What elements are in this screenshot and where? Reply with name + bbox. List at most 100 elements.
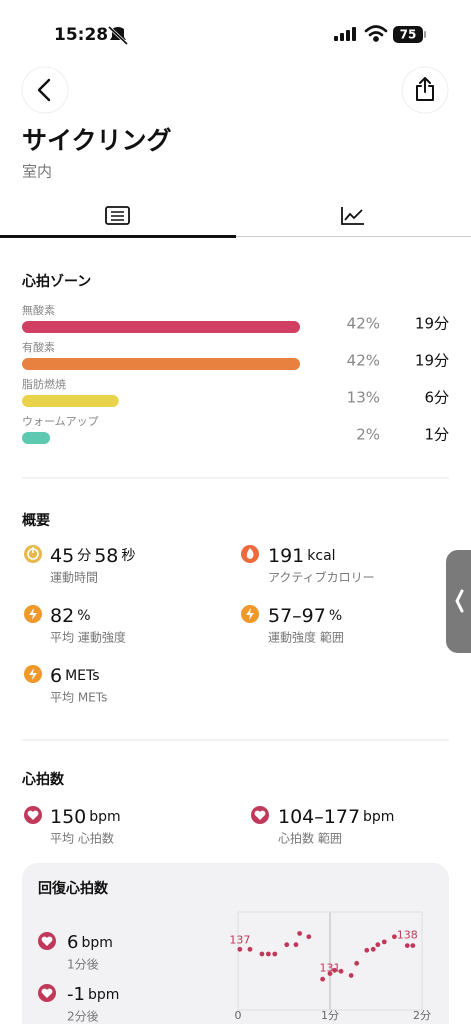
- stat-label: 1分後: [67, 958, 99, 972]
- point-label: 138: [397, 929, 418, 942]
- point: [348, 973, 354, 978]
- icon-glyph: [254, 810, 266, 820]
- point: [272, 951, 278, 957]
- section-title: 心拍数: [21, 771, 65, 788]
- icon-glyph: [29, 608, 37, 620]
- back-button[interactable]: [21, 66, 69, 114]
- point: [293, 942, 299, 948]
- clock-icon: [24, 545, 42, 563]
- heart-icon: [251, 806, 269, 824]
- x-tick-label: 1分: [321, 1009, 339, 1022]
- zone-name: 無酸素: [22, 303, 55, 317]
- side-handle[interactable]: [446, 550, 471, 653]
- stat-value: 45 分 58 秒: [50, 545, 135, 567]
- share-button[interactable]: [401, 66, 449, 114]
- point-label: 137: [229, 933, 250, 946]
- stat-value: 191 kcal: [268, 545, 336, 567]
- zone-name: ウォームアップ: [22, 415, 99, 428]
- stat-part: 6: [67, 932, 78, 953]
- page-title: サイクリング: [22, 126, 172, 155]
- recovery-card: [22, 863, 449, 1024]
- stat-value: 82%: [50, 605, 91, 627]
- signal-icon: [334, 27, 356, 41]
- mute-icon: [107, 25, 129, 46]
- point: [364, 947, 370, 953]
- zone-bar: [22, 395, 119, 407]
- stat-part: 191: [268, 545, 304, 567]
- stat-label: 平均 心拍数: [50, 831, 114, 846]
- icon-glyph: [41, 988, 53, 998]
- stat-label: 運動時間: [50, 571, 98, 585]
- heart-icon: [24, 806, 42, 824]
- zone-duration: 6分: [424, 389, 449, 407]
- point: [306, 934, 312, 940]
- point: [265, 951, 271, 957]
- point: [338, 968, 344, 974]
- stat-value: 150 bpm: [50, 806, 121, 828]
- stat-label: 2分後: [67, 1010, 99, 1024]
- zone-bar: [22, 358, 300, 370]
- stat-part: bpm: [363, 809, 394, 825]
- stat-value: -1 bpm: [67, 984, 119, 1005]
- stat-part: bpm: [89, 809, 120, 825]
- stat-part: 6: [50, 665, 62, 687]
- stat-part: 57–97: [268, 605, 326, 627]
- graph-tab[interactable]: [341, 207, 364, 225]
- zone-bar: [22, 432, 50, 444]
- stat-part: %: [329, 608, 342, 624]
- zone-percent: 42%: [347, 352, 380, 370]
- point: [327, 971, 333, 976]
- page-subtitle: 室内: [22, 163, 52, 181]
- icon-glyph: [41, 936, 53, 946]
- stat-part: bpm: [81, 935, 112, 951]
- stat-value: 57–97%: [268, 605, 342, 627]
- point: [247, 946, 253, 952]
- icon-bg: [24, 545, 42, 563]
- point: [370, 946, 376, 952]
- stat-label: アクティブカロリー: [268, 570, 375, 585]
- zone-percent: 42%: [347, 315, 380, 333]
- zone-name: 有酸素: [22, 340, 55, 354]
- stat-value: 6 METs: [50, 665, 100, 687]
- stat-label: 心拍数 範囲: [278, 831, 342, 846]
- point: [259, 951, 265, 957]
- stat-label: 平均 METs: [50, 691, 107, 705]
- zone-duration: 19分: [415, 315, 449, 333]
- section-title: 心拍ゾーン: [21, 273, 91, 290]
- stat-part: kcal: [307, 548, 335, 564]
- point: [284, 942, 290, 948]
- stat-part: 分: [77, 548, 91, 564]
- zone-duration: 1分: [424, 426, 449, 444]
- card-title: 回復心拍数: [38, 880, 109, 897]
- battery-icon: 75: [393, 26, 426, 43]
- fire-icon: [241, 545, 259, 563]
- stat-part: -1: [67, 984, 85, 1005]
- stat-part: 104–177: [278, 806, 360, 828]
- stat-value: 104–177 bpm: [278, 806, 394, 828]
- point: [392, 934, 397, 940]
- heart-icon: [38, 932, 56, 950]
- zone-percent: 13%: [347, 389, 380, 407]
- zone-name: 脂肪燃焼: [22, 377, 66, 391]
- x-tick-label: 2分: [413, 1009, 431, 1022]
- point-label: 131: [320, 961, 341, 974]
- battery-level: 75: [400, 28, 417, 42]
- heart-icon: [38, 984, 56, 1002]
- bolt-icon: [24, 665, 42, 683]
- icon-glyph: [27, 810, 39, 820]
- zone-percent: 2%: [356, 426, 380, 444]
- section-title: 概要: [22, 512, 50, 529]
- summary-tab[interactable]: [105, 206, 130, 225]
- icon-glyph: [246, 548, 254, 559]
- stat-part: bpm: [88, 987, 119, 1003]
- stat-part: 58: [94, 545, 118, 567]
- x-tick-label: 0: [235, 1009, 242, 1022]
- point: [297, 931, 303, 936]
- zone-duration: 19分: [415, 352, 449, 370]
- status-time: 15:28: [54, 25, 108, 45]
- bolt-icon: [241, 605, 259, 623]
- point: [410, 943, 416, 948]
- point: [332, 967, 337, 973]
